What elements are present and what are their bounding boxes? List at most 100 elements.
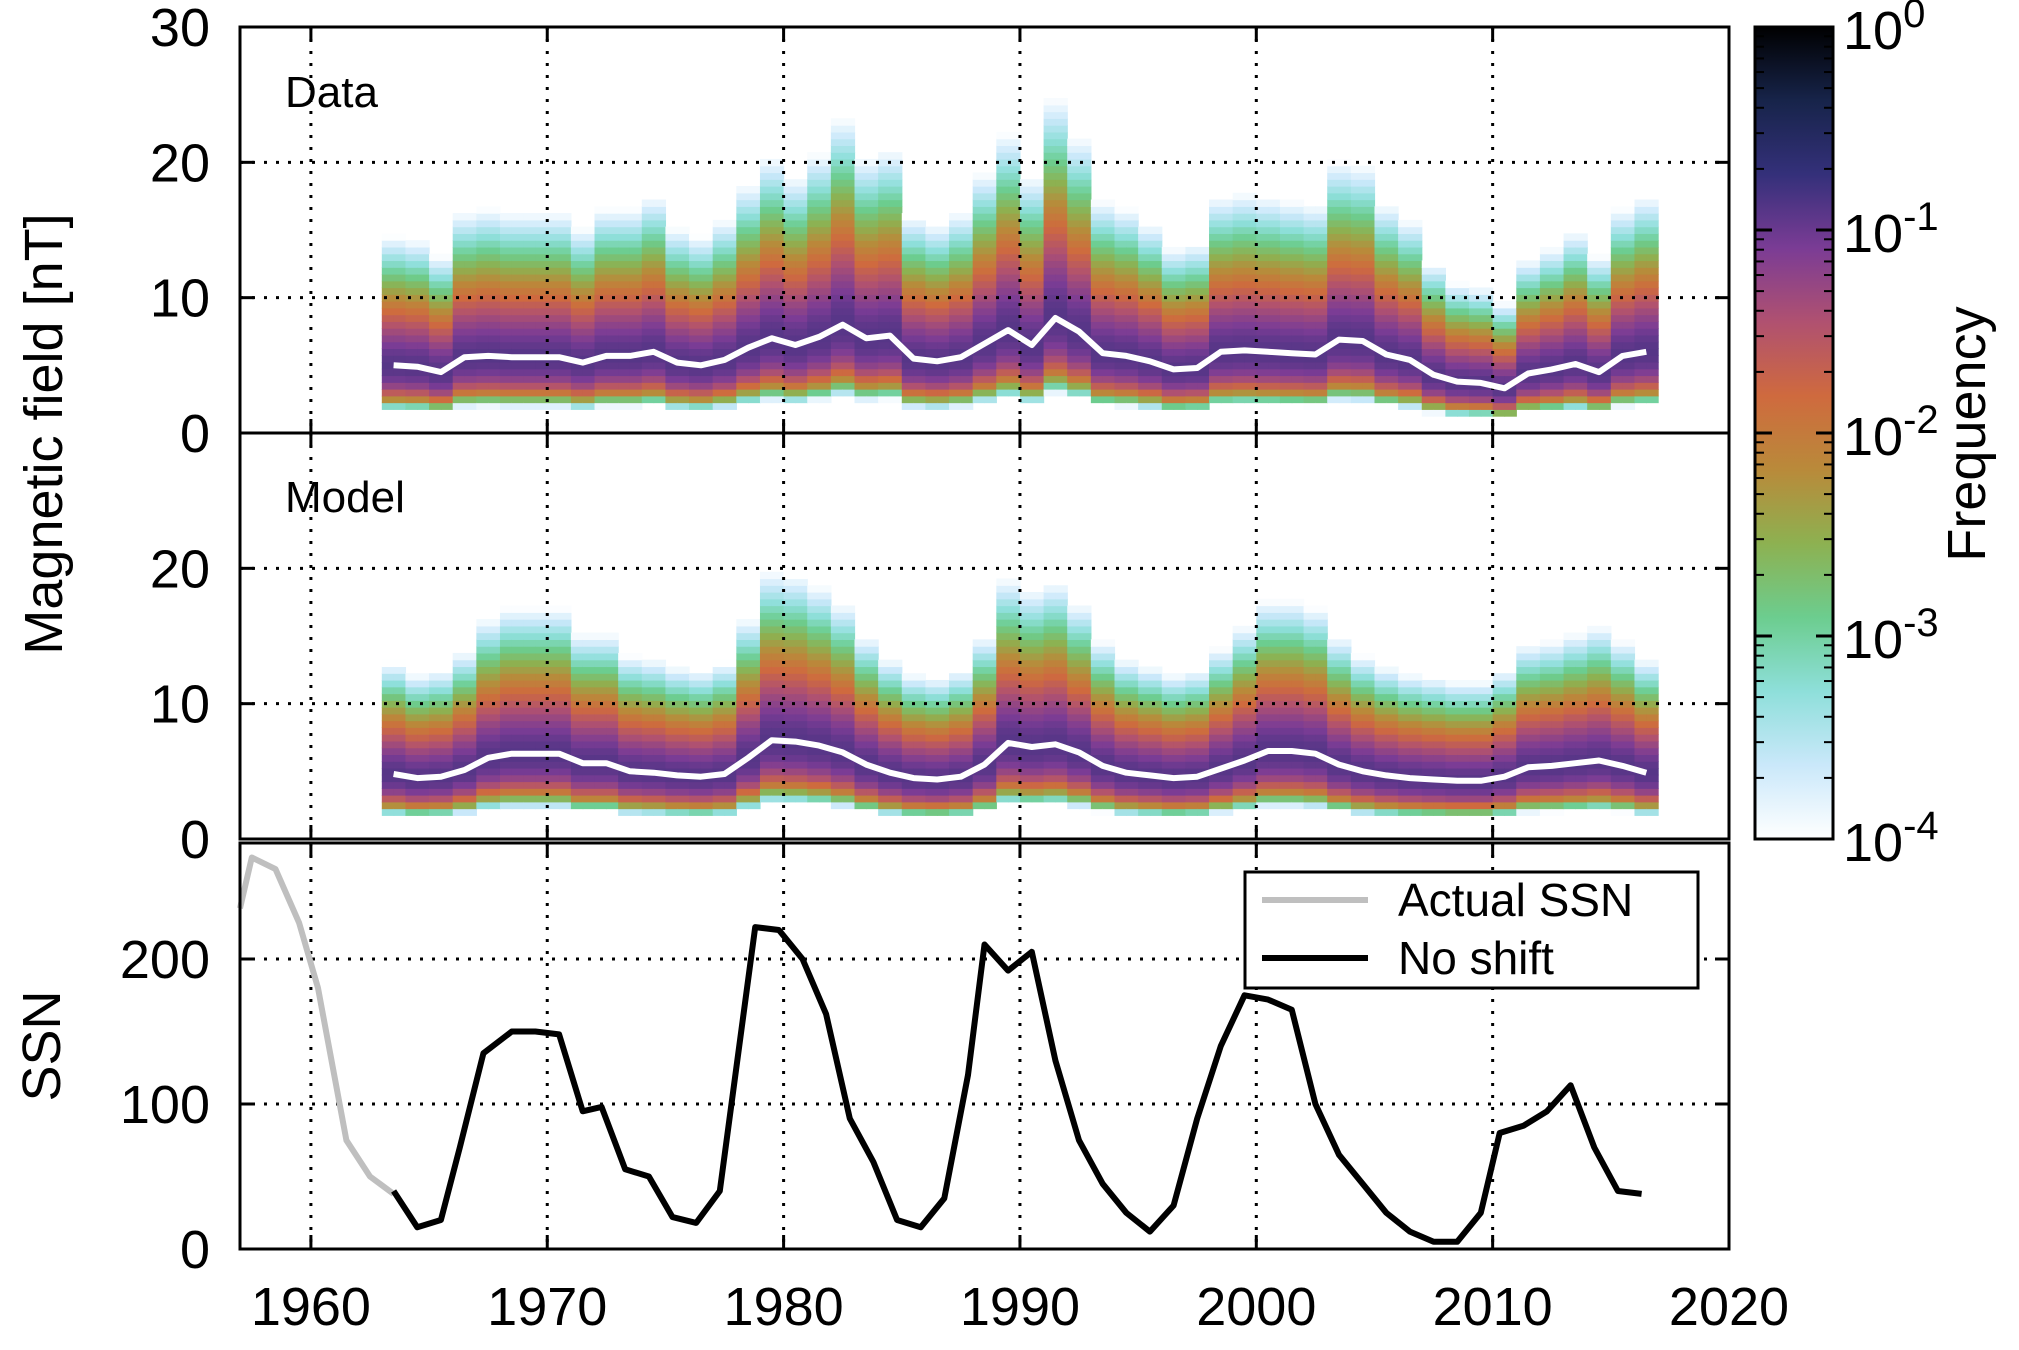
- heatmap-cell: [1551, 246, 1565, 255]
- heatmap-cell: [807, 246, 820, 255]
- heatmap-cell: [1634, 206, 1647, 214]
- heatmap-cell: [1102, 341, 1116, 350]
- heatmap-cell: [1244, 287, 1257, 295]
- heatmap-cell: [1067, 226, 1080, 234]
- heatmap-cell: [1220, 260, 1234, 268]
- heatmap-cell: [547, 280, 560, 289]
- heatmap-cell: [1220, 253, 1234, 262]
- heatmap-cell: [700, 382, 714, 390]
- heatmap-cell: [878, 747, 891, 756]
- heatmap-cell: [1339, 314, 1352, 322]
- heatmap-cell: [381, 321, 395, 329]
- heatmap-cell: [913, 273, 927, 282]
- heatmap-cell: [972, 192, 986, 201]
- heatmap-cell: [1599, 389, 1612, 397]
- heatmap-cell: [1138, 314, 1151, 322]
- heatmap-cell: [712, 314, 726, 322]
- heatmap-cell: [1126, 341, 1139, 350]
- heatmap-cell: [618, 795, 631, 803]
- heatmap-cell: [1043, 206, 1057, 214]
- heatmap-cell: [819, 632, 832, 640]
- heatmap-cell: [1126, 280, 1139, 289]
- heatmap-cell: [972, 679, 986, 688]
- heatmap-cell: [1539, 389, 1553, 397]
- heatmap-cell: [866, 375, 879, 383]
- heatmap-cell: [1185, 788, 1198, 796]
- heatmap-cell: [1102, 767, 1116, 776]
- heatmap-cell: [819, 301, 832, 309]
- heatmap-cell: [819, 652, 832, 661]
- heatmap-cell: [1126, 246, 1139, 255]
- heatmap-cell: [783, 720, 797, 728]
- heatmap-cell: [996, 206, 1009, 214]
- heatmap-cell: [807, 612, 820, 620]
- heatmap-cell: [1315, 233, 1328, 241]
- heatmap-cell: [771, 605, 785, 613]
- heatmap-cell: [1067, 761, 1080, 769]
- heatmap-cell: [1043, 375, 1057, 383]
- heatmap-cell: [901, 767, 915, 776]
- heatmap-cell: [618, 761, 631, 769]
- heatmap-cell: [830, 720, 844, 728]
- heatmap-cell: [937, 788, 950, 796]
- heatmap-cell: [452, 361, 466, 370]
- heatmap-cell: [901, 707, 915, 715]
- heatmap-cell: [960, 219, 974, 228]
- heatmap-cell: [1008, 754, 1021, 762]
- heatmap-cell: [499, 707, 513, 715]
- heatmap-cell: [736, 321, 749, 329]
- heatmap-cell: [1031, 693, 1045, 701]
- heatmap-cell: [1067, 334, 1080, 343]
- heatmap-cell: [889, 240, 903, 248]
- heatmap-cell: [700, 348, 714, 356]
- heatmap-cell: [1067, 246, 1080, 255]
- heatmap-cell: [1067, 375, 1080, 383]
- heatmap-cell: [499, 646, 513, 654]
- heatmap-cell: [440, 402, 454, 410]
- heatmap-cell: [889, 727, 903, 735]
- heatmap-cell: [689, 727, 702, 735]
- heatmap-cell: [889, 213, 903, 221]
- heatmap-cell: [783, 673, 797, 681]
- heatmap-cell: [712, 348, 726, 356]
- heatmap-cell: [960, 747, 974, 756]
- heatmap-cell: [1610, 301, 1624, 309]
- heatmap-cell: [1209, 273, 1222, 282]
- heatmap-cell: [795, 307, 808, 316]
- heatmap-cell: [889, 206, 903, 214]
- heatmap-cell: [511, 754, 525, 762]
- heatmap-cell: [1114, 673, 1127, 681]
- heatmap-cell: [712, 280, 726, 289]
- heatmap-cell: [429, 740, 442, 749]
- heatmap-cell: [795, 246, 808, 255]
- heatmap-cell: [1126, 301, 1139, 309]
- heatmap-cell: [594, 301, 607, 309]
- heatmap-cell: [1303, 253, 1316, 262]
- heatmap-cell: [1421, 273, 1435, 282]
- heatmap-cell: [1079, 206, 1092, 214]
- heatmap-cell: [1019, 713, 1033, 722]
- heatmap-cell: [830, 707, 844, 715]
- heatmap-cell: [1646, 321, 1659, 329]
- heatmap-cell: [819, 314, 832, 322]
- heatmap-cell: [1516, 361, 1529, 370]
- heatmap-cell: [1031, 659, 1045, 668]
- heatmap-cell: [464, 287, 477, 295]
- heatmap-cell: [700, 788, 714, 796]
- heatmap-cell: [535, 761, 548, 769]
- heatmap-cell: [913, 700, 927, 708]
- heatmap-cell: [913, 713, 927, 722]
- heatmap-cell: [1067, 625, 1080, 634]
- heatmap-cell: [700, 233, 714, 241]
- heatmap-cell: [417, 348, 430, 356]
- heatmap-cell: [1599, 355, 1612, 363]
- heatmap-cell: [819, 206, 832, 214]
- heatmap-cell: [1019, 795, 1033, 803]
- heatmap-cell: [1268, 213, 1281, 221]
- heatmap-cell: [523, 632, 537, 640]
- heatmap-cell: [535, 334, 548, 343]
- heatmap-cell: [1173, 781, 1186, 789]
- heatmap-cell: [1043, 118, 1057, 126]
- heatmap-cell: [759, 727, 773, 735]
- heatmap-cell: [452, 774, 466, 783]
